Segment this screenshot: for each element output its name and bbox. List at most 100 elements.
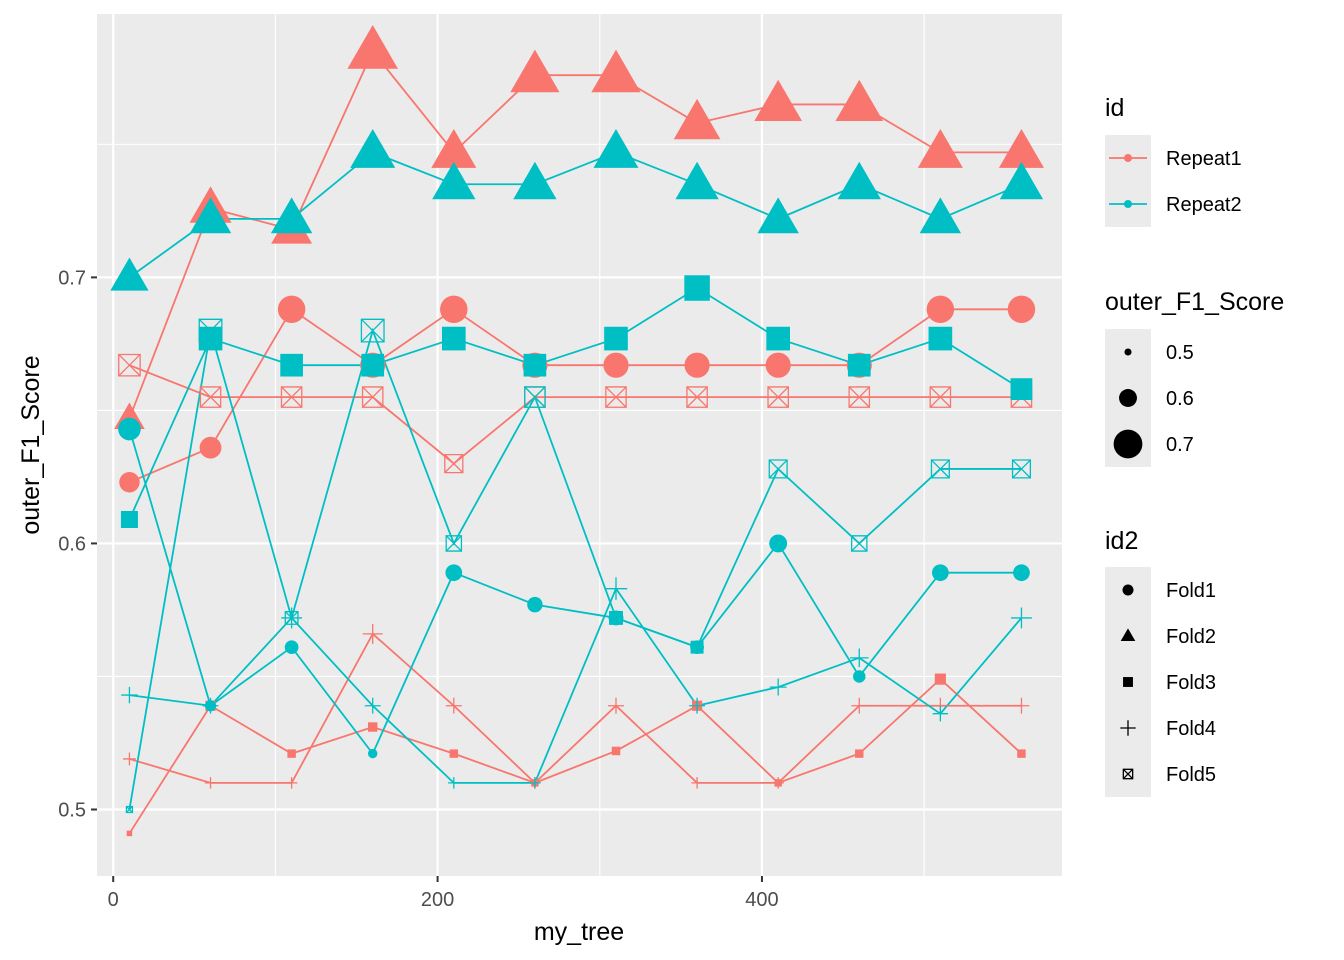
data-point-repeat2-fold2: [837, 161, 881, 200]
data-point-repeat2-fold4: [448, 777, 460, 789]
data-point-repeat2-fold2: [189, 197, 232, 234]
data-point-repeat2-fold2: [999, 161, 1044, 200]
data-point-repeat1-fold4: [123, 752, 136, 766]
data-point-repeat1-fold1: [765, 352, 791, 378]
legend-size-key: [1124, 348, 1132, 356]
legend-title-id2: id2: [1105, 527, 1138, 555]
legends: id Repeat1 Repeat2 outer_F1_Score 0.5 0.6 0.7 i…: [1105, 94, 1284, 797]
legend-label: Fold2: [1166, 626, 1216, 648]
data-point-repeat1-fold1: [277, 295, 306, 324]
data-point-repeat1-fold2: [347, 25, 398, 69]
data-point-repeat1-fold2: [754, 79, 803, 121]
data-point-repeat1-fold1: [199, 436, 222, 459]
data-point-repeat2-fold3: [523, 353, 547, 377]
series-line-repeat1-fold3: [128, 677, 1023, 834]
data-point-repeat1-fold3: [368, 722, 378, 732]
y-axis: 0.5 0.6 0.7: [58, 267, 97, 821]
data-point-repeat1-fold4: [362, 623, 383, 644]
data-point-repeat2-fold2: [432, 161, 476, 200]
data-point-repeat1-fold2: [591, 49, 641, 93]
series-line-repeat2-fold1: [128, 428, 1022, 756]
panel-background: [97, 14, 1062, 876]
data-point-repeat2-fold4: [529, 777, 541, 789]
data-point-repeat2-fold4: [849, 648, 869, 668]
data-point-repeat2-fold5: [690, 640, 704, 654]
data-point-repeat2-fold3: [441, 326, 466, 351]
data-point-repeat2-fold5: [1011, 459, 1032, 479]
data-point-repeat2-fold3: [198, 326, 223, 351]
data-point-repeat2-fold3: [928, 326, 953, 351]
data-point-repeat1-fold5: [361, 386, 384, 408]
data-point-repeat1-fold4: [851, 697, 868, 714]
x-tick-label: 0: [108, 889, 119, 911]
data-point-repeat2-fold3: [604, 326, 628, 351]
data-point-repeat2-fold4: [364, 697, 381, 714]
legend-title-id: id: [1105, 94, 1124, 122]
data-point-repeat2-fold2: [757, 197, 799, 234]
data-point-repeat2-fold5: [284, 610, 299, 625]
series-line-repeat1-fold5: [129, 364, 1022, 465]
data-point-repeat2-fold5: [360, 318, 385, 343]
legend-label: Fold3: [1166, 672, 1216, 694]
data-point-repeat2-fold4: [1011, 607, 1032, 629]
data-point-repeat2-fold2: [513, 161, 557, 200]
legend-key-point: [1124, 200, 1132, 208]
data-point-repeat2-fold1: [445, 564, 463, 582]
series-line-repeat2-fold5: [128, 327, 1022, 810]
data-point-repeat2-fold3: [766, 326, 791, 351]
data-point-repeat1-fold2: [431, 128, 477, 168]
legend-shape-key: [1122, 584, 1134, 596]
data-point-repeat1-fold5: [848, 386, 871, 408]
data-point-repeat1-fold2: [673, 98, 721, 140]
data-point-repeat1-fold4: [1013, 697, 1030, 714]
legend-title-outer-f1-score: outer_F1_Score: [1105, 288, 1284, 316]
data-point-repeat1-fold4: [204, 777, 217, 789]
data-point-repeat1-fold3: [449, 749, 459, 758]
x-tick-label: 200: [421, 889, 454, 911]
y-axis-title: outer_F1_Score: [17, 355, 45, 534]
data-point-repeat2-fold5: [768, 459, 788, 479]
data-point-repeat2-fold5: [609, 610, 623, 625]
data-point-repeat2-fold4: [121, 686, 138, 704]
series-points: [110, 25, 1044, 837]
legend-key-point: [1124, 154, 1132, 162]
data-point-repeat2-fold2: [593, 128, 639, 168]
x-axis-title: my_tree: [534, 918, 624, 946]
data-point-repeat1-fold2: [998, 128, 1044, 168]
data-point-repeat2-fold4: [769, 678, 787, 696]
data-point-repeat1-fold1: [926, 295, 955, 324]
data-point-repeat2-fold1: [931, 564, 949, 582]
data-point-repeat1-fold5: [199, 386, 222, 408]
data-point-repeat1-fold5: [605, 386, 627, 408]
data-point-repeat1-fold5: [280, 386, 303, 408]
data-point-repeat2-fold5: [125, 805, 134, 814]
data-point-repeat1-fold3: [287, 749, 296, 758]
legend-shape-key: [1123, 677, 1133, 687]
data-point-repeat1-fold1: [603, 352, 629, 378]
data-point-repeat2-fold2: [110, 257, 149, 291]
data-point-repeat2-fold2: [675, 161, 719, 200]
data-point-repeat2-fold2: [270, 197, 313, 234]
data-point-repeat2-fold5: [930, 459, 950, 479]
data-point-repeat2-fold4: [604, 577, 628, 600]
y-tick-label: 0.7: [58, 267, 86, 289]
legend-label: 0.7: [1166, 434, 1194, 456]
data-point-repeat2-fold1: [118, 417, 141, 441]
data-point-repeat2-fold1: [769, 534, 788, 553]
data-point-repeat1-fold2: [510, 49, 560, 93]
data-point-repeat1-fold5: [444, 453, 464, 474]
legend-label: Fold5: [1166, 764, 1216, 786]
data-point-repeat2-fold1: [1013, 564, 1030, 582]
data-point-repeat1-fold3: [126, 830, 133, 837]
legend-label: Repeat2: [1166, 194, 1242, 216]
series-line-repeat1-fold1: [129, 308, 1022, 484]
data-point-repeat1-fold4: [285, 777, 298, 789]
data-point-repeat2-fold3: [120, 510, 138, 529]
legend-label: Fold4: [1166, 718, 1216, 740]
data-point-repeat1-fold1: [440, 295, 468, 324]
legend-label: Repeat1: [1166, 148, 1242, 170]
data-point-repeat1-fold2: [835, 79, 884, 121]
y-tick-label: 0.6: [58, 533, 86, 555]
series-line-repeat1-fold4: [129, 632, 1022, 785]
x-axis: 0 200 400: [108, 876, 779, 911]
